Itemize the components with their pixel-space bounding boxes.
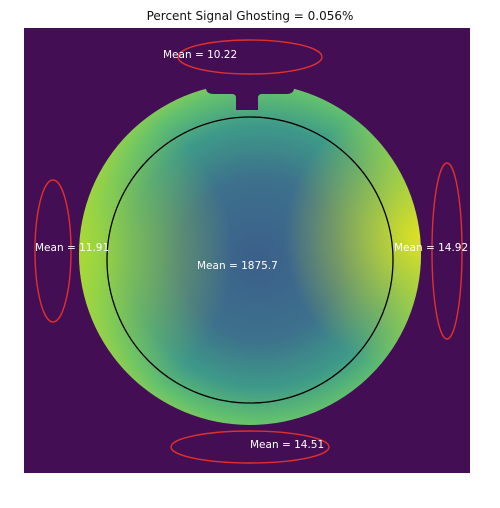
left-mean-label: Mean = 11.91 <box>35 242 109 254</box>
right-mean-label: Mean = 14.92 <box>394 242 468 254</box>
phantom-notch <box>206 80 294 110</box>
left-roi-ellipse <box>34 179 72 323</box>
top-mean-label: Mean = 10.22 <box>163 49 237 61</box>
center-mean-label: Mean = 1875.7 <box>197 260 278 272</box>
figure-title: Percent Signal Ghosting = 0.056% <box>146 9 354 23</box>
bottom-roi-ellipse <box>170 430 330 464</box>
center-roi-ring <box>106 116 394 404</box>
right-roi-ellipse <box>431 162 463 340</box>
phantom-image <box>79 80 421 425</box>
top-roi-ellipse <box>177 39 323 75</box>
phantom-right-glow <box>79 83 421 425</box>
bottom-mean-label: Mean = 14.51 <box>250 439 324 451</box>
